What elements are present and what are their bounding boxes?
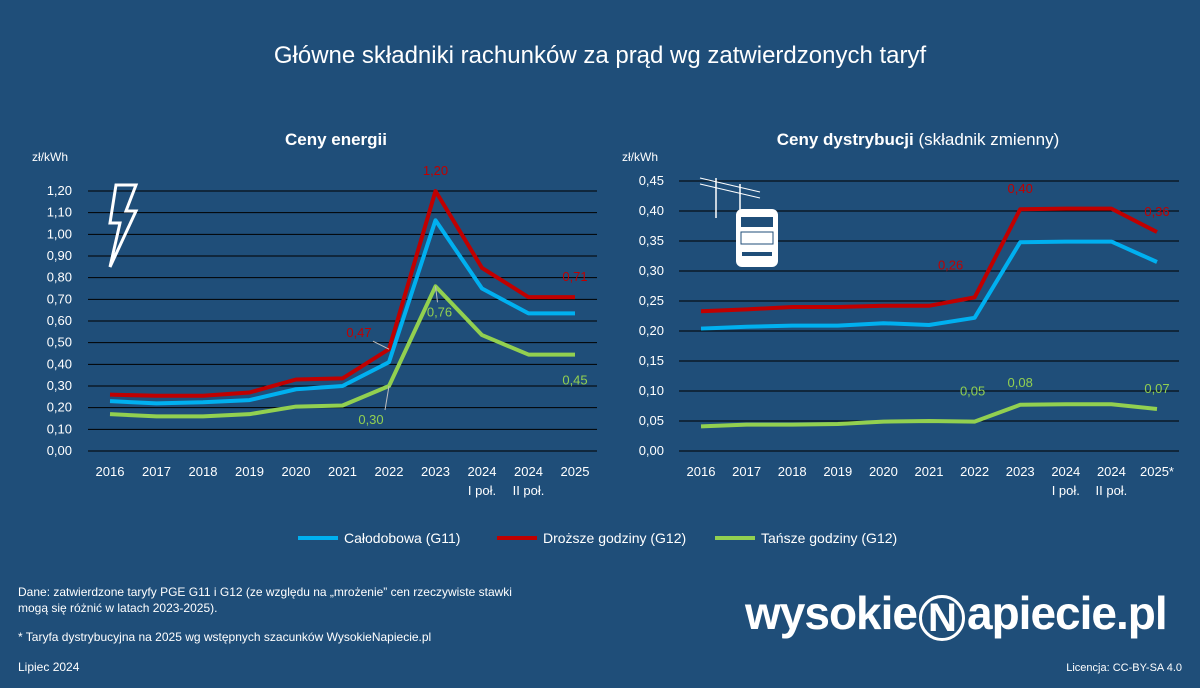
y-tick-label: 0,70 <box>47 291 72 306</box>
series-line-3 <box>109 284 575 419</box>
data-label: 0,26 <box>938 257 963 272</box>
series-line-3 <box>700 402 1158 429</box>
x-subtick-label: II poł. <box>1096 483 1128 498</box>
data-label: 0,76 <box>427 304 452 319</box>
x-tick-label: 2023 <box>421 464 450 479</box>
y-tick-label: 0,90 <box>47 248 72 263</box>
leader-line <box>372 340 390 350</box>
x-tick-label: 2019 <box>235 464 264 479</box>
source-note: Dane: zatwierdzone taryfy PGE G11 i G12 … <box>18 585 512 615</box>
lightning-bolt-shape <box>108 183 139 268</box>
y-tick-label: 0,80 <box>47 270 72 285</box>
data-label: 0,08 <box>1008 375 1033 390</box>
y-tick-label: 0,50 <box>47 335 72 350</box>
x-subtick-label: I poł. <box>1052 483 1080 498</box>
electricity-meter-icon <box>699 177 778 267</box>
y-tick-label: 0,10 <box>639 383 664 398</box>
x-tick-label: 2016 <box>96 464 125 479</box>
chart-title-suffix: (składnik zmienny) <box>914 130 1060 149</box>
data-label: 0,07 <box>1144 381 1169 396</box>
data-label: 0,40 <box>1008 181 1033 196</box>
series-line-1 <box>109 218 575 406</box>
x-tick-label: 2017 <box>732 464 761 479</box>
data-label: 0,36 <box>1144 204 1169 219</box>
x-tick-label: 2022 <box>960 464 989 479</box>
data-label: 0,47 <box>346 325 371 340</box>
x-tick-label: 2023 <box>1006 464 1035 479</box>
x-tick-label: 2022 <box>375 464 404 479</box>
data-label: 1,20 <box>423 163 448 178</box>
data-label: 0,30 <box>358 412 383 427</box>
chart-title: Ceny dystrybucji (składnik zmienny) <box>777 130 1060 149</box>
y-tick-label: 1,00 <box>47 226 72 241</box>
y-tick-label: 0,00 <box>639 443 664 458</box>
y-tick-label: 0,40 <box>47 356 72 371</box>
y-tick-label: 0,00 <box>47 443 72 458</box>
x-tick-label: 2024 <box>1051 464 1080 479</box>
y-tick-label: 0,30 <box>47 378 72 393</box>
legend-label: Tańsze godziny (G12) <box>761 530 897 546</box>
chart-title: Ceny energii <box>285 130 387 149</box>
series-line-1 <box>700 239 1158 331</box>
y-tick-label: 1,20 <box>47 183 72 198</box>
y-tick-label: 0,25 <box>639 293 664 308</box>
x-tick-label: 2025* <box>1140 464 1174 479</box>
y-tick-label: 0,05 <box>639 413 664 428</box>
logo-right: apiecie.pl <box>967 587 1168 639</box>
data-label: 0,71 <box>562 269 587 284</box>
logo-left: wysokie <box>745 587 918 639</box>
chart-title-main: Ceny dystrybucji <box>777 130 914 149</box>
legend-label: Droższe godziny (G12) <box>543 530 686 546</box>
logo-n-mark: N <box>919 595 965 641</box>
license-note: Licencja: CC-BY-SA 4.0 <box>1066 662 1182 674</box>
date-note: Lipiec 2024 <box>18 660 80 674</box>
y-tick-label: 0,60 <box>47 313 72 328</box>
y-tick-label: 0,30 <box>639 263 664 278</box>
y-axis-label: zł/kWh <box>32 150 68 164</box>
x-tick-label: 2024 <box>1097 464 1126 479</box>
y-tick-label: 0,10 <box>47 421 72 436</box>
data-label: 0,45 <box>562 373 587 388</box>
leader-line <box>384 385 390 411</box>
y-tick-label: 0,40 <box>639 203 664 218</box>
x-tick-label: 2021 <box>915 464 944 479</box>
x-subtick-label: I poł. <box>468 483 496 498</box>
x-tick-label: 2017 <box>142 464 171 479</box>
leader-line <box>435 286 438 303</box>
x-tick-label: 2021 <box>328 464 357 479</box>
x-tick-label: 2025 <box>561 464 590 479</box>
x-tick-label: 2020 <box>869 464 898 479</box>
y-tick-label: 0,20 <box>47 400 72 415</box>
x-tick-label: 2020 <box>282 464 311 479</box>
y-tick-label: 1,10 <box>47 205 72 220</box>
y-axis-label: zł/kWh <box>622 150 658 164</box>
y-tick-label: 0,45 <box>639 173 664 188</box>
y-tick-label: 0,35 <box>639 233 664 248</box>
legend-label: Całodobowa (G11) <box>344 530 460 546</box>
footnote: * Taryfa dystrybucyjna na 2025 wg wstępn… <box>18 630 432 644</box>
chart-title-main: Ceny energii <box>285 130 387 149</box>
meter-panel <box>740 231 774 245</box>
meter-display <box>741 217 773 227</box>
y-tick-label: 0,15 <box>639 353 664 368</box>
x-tick-label: 2018 <box>189 464 218 479</box>
series-line-2 <box>700 206 1158 314</box>
x-tick-label: 2024 <box>514 464 543 479</box>
x-tick-label: 2019 <box>823 464 852 479</box>
y-tick-label: 0,20 <box>639 323 664 338</box>
lightning-icon <box>108 183 139 268</box>
power-line <box>699 177 761 193</box>
power-line <box>699 183 761 199</box>
page-title: Główne składniki rachunków za prąd wg za… <box>273 42 927 69</box>
data-label: 0,05 <box>960 384 985 399</box>
x-tick-label: 2016 <box>687 464 716 479</box>
meter-slot <box>742 252 772 256</box>
x-tick-label: 2018 <box>778 464 807 479</box>
x-tick-label: 2024 <box>468 464 497 479</box>
x-subtick-label: II poł. <box>513 483 545 498</box>
series-line-2 <box>109 189 575 398</box>
